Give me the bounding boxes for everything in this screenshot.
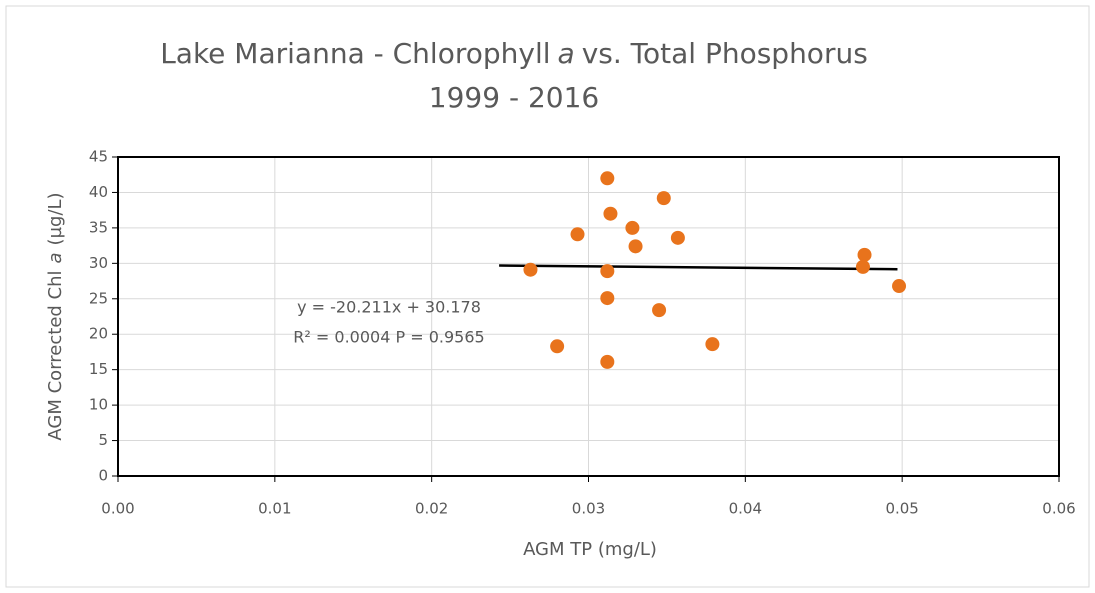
- chart-title: Lake Marianna - Chlorophyll a vs. Total Ph…: [160, 37, 868, 70]
- y-tick-label: 35: [89, 218, 108, 236]
- x-tick-label: 0.05: [885, 500, 918, 518]
- point: [600, 171, 615, 186]
- y-tick-label: 10: [89, 396, 108, 414]
- chart-frame: [5, 5, 1090, 588]
- point: [652, 303, 667, 318]
- y-tick-label: 5: [98, 431, 108, 449]
- y-tick-label: 20: [89, 325, 108, 343]
- point: [705, 337, 720, 352]
- point: [625, 220, 640, 235]
- x-tick-label: 0.06: [1042, 500, 1075, 518]
- y-axis-title-part: AGM Corrected Chl: [45, 270, 66, 440]
- point: [855, 259, 870, 274]
- point: [656, 191, 671, 206]
- point: [550, 339, 565, 354]
- y-tick-label: 15: [89, 360, 108, 378]
- x-axis-title: AGM TP (mg/L): [523, 539, 657, 560]
- y-tick-label: 0: [98, 467, 108, 485]
- point: [603, 206, 618, 221]
- point: [600, 264, 615, 279]
- chart-title-part: Lake Marianna - Chlorophyll: [160, 37, 550, 70]
- y-tick-label: 30: [89, 254, 108, 272]
- annotation: R² = 0.0004 P = 0.9565: [293, 328, 484, 347]
- x-tick-label: 0.02: [415, 500, 448, 518]
- x-tick-label: 0.01: [258, 500, 291, 518]
- annotation: y = -20.211x + 30.178: [297, 298, 481, 317]
- y-tick-label: 45: [89, 148, 108, 166]
- chart-title-part: a: [558, 37, 575, 70]
- x-tick-label: 0.03: [572, 500, 605, 518]
- point: [857, 247, 872, 262]
- point: [670, 230, 685, 245]
- y-tick-label: 25: [89, 289, 108, 307]
- y-axis-title-part: (µg/L): [45, 192, 66, 245]
- point: [600, 291, 615, 306]
- point: [523, 262, 538, 277]
- point: [628, 239, 643, 254]
- point: [570, 227, 585, 242]
- chart-title-part: vs. Total Phosphorus: [582, 37, 868, 70]
- y-axis-title-part: a: [45, 252, 66, 263]
- chart-subtitle: 1999 - 2016: [429, 81, 599, 114]
- y-tick-label: 40: [89, 183, 108, 201]
- x-tick-label: 0.04: [729, 500, 762, 518]
- point: [600, 354, 615, 369]
- x-tick-label: 0.00: [101, 500, 134, 518]
- trendline: [499, 264, 898, 271]
- y-axis-title: AGM Corrected Chl a (µg/L): [45, 192, 66, 440]
- point: [892, 279, 907, 294]
